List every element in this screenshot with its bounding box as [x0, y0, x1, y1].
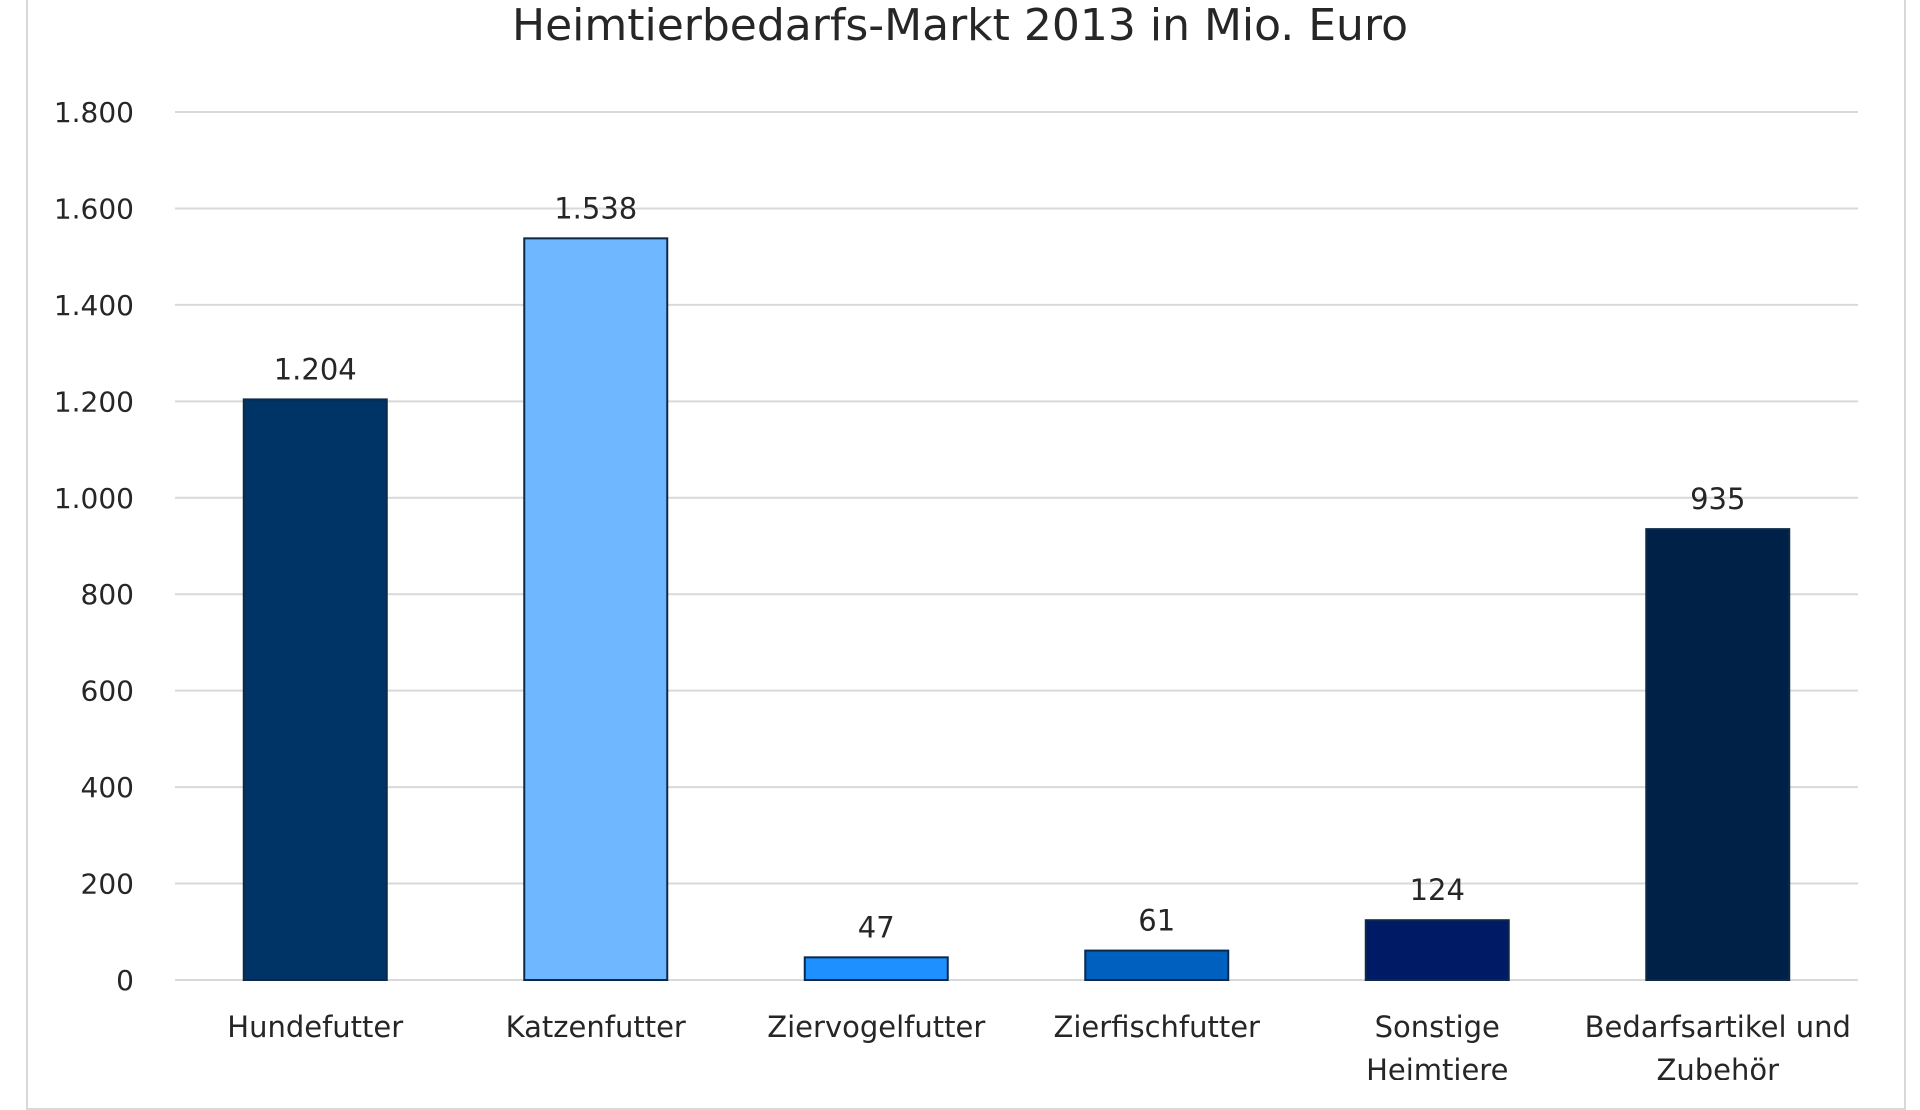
- x-tick-label: Hundefutter: [227, 1010, 403, 1044]
- data-label: 935: [1690, 482, 1745, 516]
- data-label: 124: [1410, 873, 1465, 907]
- x-tick-label-line: Zierfischfutter: [1054, 1010, 1261, 1044]
- y-tick-label: 400: [81, 771, 134, 804]
- bar: [1084, 949, 1230, 982]
- x-tick-label-line: Zubehör: [1656, 1053, 1779, 1080]
- bar: [523, 237, 669, 981]
- category-labels: Hundefutter Katzenfutter Ziervogelfutter Zi…: [227, 1010, 1851, 1080]
- bar-chart: Heimtierbedarfs-Markt 2013 in Mio. Euro …: [54, 0, 1858, 1080]
- chart-title: Heimtierbedarfs-Markt 2013 in Mio. Euro: [512, 0, 1408, 51]
- data-label: 47: [858, 910, 895, 944]
- x-tick-label-line: Hundefutter: [227, 1010, 403, 1044]
- x-tick-label-line: Katzenfutter: [506, 1010, 686, 1044]
- x-tick-label-line: Heimtiere: [1366, 1053, 1508, 1080]
- data-label: 61: [1138, 904, 1175, 938]
- y-tick-label: 200: [81, 868, 134, 901]
- gridlines: [175, 111, 1858, 981]
- x-tick-label: Katzenfutter: [506, 1010, 686, 1044]
- x-tick-label-line: Bedarfsartikel und: [1585, 1010, 1851, 1044]
- data-label: 1.204: [274, 352, 357, 386]
- x-tick-label-line: Sonstige: [1375, 1010, 1500, 1044]
- y-tick-label: 1.400: [54, 289, 134, 322]
- bar: [803, 956, 949, 982]
- value-labels: 1.204 1.538 47 61 124 935: [274, 191, 1746, 944]
- y-tick-label: 0: [116, 964, 134, 997]
- y-tick-label: 1.000: [54, 482, 134, 515]
- y-axis-ticks: 0 200 400 600 800 1.000 1.200 1.400 1.600 1.800: [54, 96, 134, 997]
- data-label: 1.538: [554, 191, 637, 225]
- x-tick-label-line: Ziervogelfutter: [767, 1010, 985, 1044]
- x-tick-label: Sonstige Heimtiere: [1366, 1010, 1508, 1080]
- y-tick-label: 1.600: [54, 192, 134, 225]
- x-tick-label: Bedarfsartikel und Zubehör: [1585, 1010, 1851, 1080]
- bar: [1364, 919, 1510, 982]
- y-tick-label: 1.800: [54, 96, 134, 129]
- y-tick-label: 1.200: [54, 385, 134, 418]
- y-tick-label: 800: [81, 578, 134, 611]
- bar: [242, 398, 388, 982]
- bar: [1645, 528, 1791, 981]
- bars: [242, 237, 1791, 982]
- x-tick-label: Ziervogelfutter: [767, 1010, 985, 1044]
- y-tick-label: 600: [81, 675, 134, 708]
- x-tick-label: Zierfischfutter: [1054, 1010, 1261, 1044]
